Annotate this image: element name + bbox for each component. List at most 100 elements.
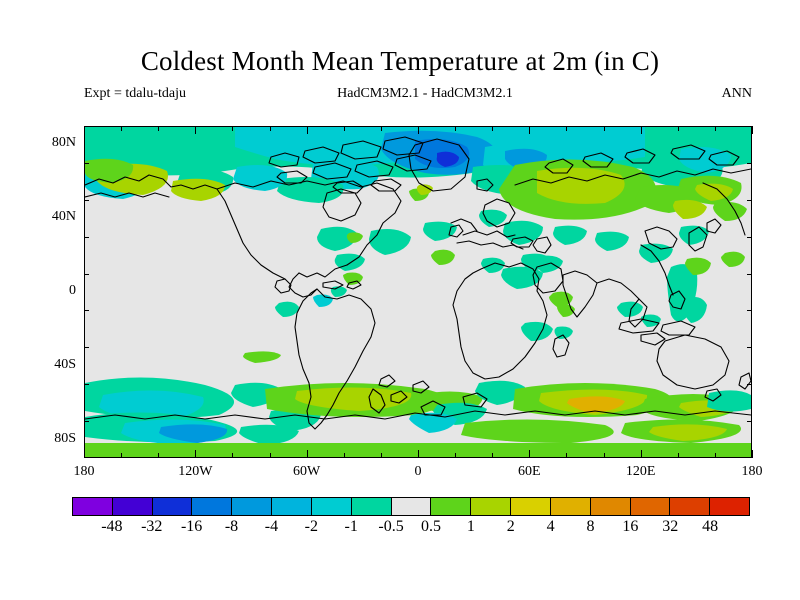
y-tick bbox=[84, 384, 89, 385]
x-tick bbox=[678, 453, 679, 458]
x-tick-top bbox=[566, 126, 567, 131]
colorbar-cell bbox=[391, 498, 432, 515]
x-tick-top bbox=[84, 126, 85, 134]
y-tick-right bbox=[747, 163, 752, 164]
model-label: HadCM3M2.1 - HadCM3M2.1 bbox=[337, 86, 513, 101]
x-tick-top bbox=[381, 126, 382, 131]
y-axis-label: 80N bbox=[51, 135, 76, 151]
x-tick bbox=[84, 450, 85, 458]
colorbar bbox=[72, 497, 750, 516]
x-tick bbox=[566, 453, 567, 458]
colorbar-cell bbox=[550, 498, 591, 515]
colorbar-cell bbox=[232, 498, 273, 515]
x-tick bbox=[492, 453, 493, 458]
x-tick bbox=[418, 450, 419, 458]
subtitle-row: Expt = tdalu-tdaju HadCM3M2.1 - HadCM3M2… bbox=[84, 86, 752, 104]
y-tick bbox=[84, 200, 89, 201]
y-tick-right bbox=[747, 200, 752, 201]
y-tick-right bbox=[747, 237, 752, 238]
y-axis-label: 40N bbox=[51, 209, 76, 225]
colorbar-tick-label: 4 bbox=[546, 518, 555, 535]
colorbar-tick-label: -48 bbox=[101, 518, 123, 535]
x-axis-label: 120E bbox=[625, 464, 656, 479]
colorbar-cell bbox=[630, 498, 671, 515]
colorbar-cell bbox=[272, 498, 312, 515]
colorbar-cell bbox=[511, 498, 551, 515]
x-tick bbox=[270, 453, 271, 458]
y-tick-right bbox=[747, 274, 752, 275]
x-tick bbox=[344, 453, 345, 458]
x-tick-top bbox=[604, 126, 605, 131]
y-tick bbox=[84, 163, 89, 164]
y-tick bbox=[84, 274, 89, 275]
x-tick-top bbox=[455, 126, 456, 131]
colorbar-cell bbox=[710, 498, 750, 515]
x-tick bbox=[307, 450, 308, 458]
colorbar-tick-label: 0.5 bbox=[420, 518, 441, 535]
colorbar-cell bbox=[351, 498, 392, 515]
y-tick-right bbox=[747, 421, 752, 422]
x-tick-top bbox=[529, 126, 530, 134]
x-tick-top bbox=[678, 126, 679, 131]
colorbar-tick-label: -0.5 bbox=[378, 518, 404, 535]
colorbar-tick-label: -8 bbox=[224, 518, 239, 535]
y-tick bbox=[84, 347, 89, 348]
colorbar-cell bbox=[471, 498, 512, 515]
x-tick-top bbox=[492, 126, 493, 131]
colorbar-tick-label: -4 bbox=[264, 518, 279, 535]
y-axis-label: 80S bbox=[54, 430, 76, 446]
colorbar-tick-label: 8 bbox=[586, 518, 595, 535]
x-axis-label: 0 bbox=[414, 464, 422, 479]
x-tick-top bbox=[752, 126, 753, 134]
colorbar-tick-label: -2 bbox=[304, 518, 318, 535]
colorbar-cell bbox=[590, 498, 631, 515]
colorbar-cell bbox=[73, 498, 113, 515]
x-tick bbox=[455, 453, 456, 458]
x-tick-top bbox=[232, 126, 233, 131]
x-tick bbox=[529, 450, 530, 458]
x-axis-label: 60E bbox=[518, 464, 541, 479]
x-axis-label: 180 bbox=[73, 464, 95, 479]
x-tick bbox=[158, 453, 159, 458]
x-tick bbox=[641, 450, 642, 458]
x-tick-top bbox=[158, 126, 159, 131]
x-tick bbox=[715, 453, 716, 458]
map-plot-area bbox=[84, 126, 752, 458]
coastlines bbox=[85, 136, 751, 430]
colorbar-cell bbox=[192, 498, 233, 515]
colorbar-tick-label: 1 bbox=[466, 518, 475, 535]
y-axis-label: 40S bbox=[54, 356, 76, 372]
colorbar-cell bbox=[152, 498, 193, 515]
x-tick bbox=[121, 453, 122, 458]
world-anomaly-map bbox=[85, 127, 751, 457]
colorbar-cell bbox=[431, 498, 472, 515]
x-tick-top bbox=[641, 126, 642, 134]
colorbar-tick-label: 32 bbox=[662, 518, 679, 535]
x-tick-top bbox=[121, 126, 122, 131]
x-tick-top bbox=[307, 126, 308, 134]
colorbar-tick-label: 16 bbox=[622, 518, 639, 535]
y-tick bbox=[84, 421, 89, 422]
x-tick-top bbox=[418, 126, 419, 134]
colorbar-tick-label: -1 bbox=[344, 518, 358, 535]
y-tick-right bbox=[747, 384, 752, 385]
colorbar-cell bbox=[670, 498, 711, 515]
y-tick bbox=[84, 237, 89, 238]
x-tick bbox=[195, 450, 196, 458]
x-axis-label: 120W bbox=[178, 464, 213, 479]
y-axis-label: 0 bbox=[69, 283, 76, 298]
colorbar-tick-label: -32 bbox=[141, 518, 163, 535]
x-axis-label: 60W bbox=[293, 464, 321, 479]
x-axis-label: 180 bbox=[741, 464, 763, 479]
x-tick-top bbox=[715, 126, 716, 131]
x-tick-top bbox=[195, 126, 196, 134]
y-tick-right bbox=[747, 310, 752, 311]
x-tick bbox=[381, 453, 382, 458]
period-label: ANN bbox=[721, 86, 752, 101]
experiment-label: Expt = tdalu-tdaju bbox=[84, 86, 186, 101]
colorbar-cell bbox=[112, 498, 153, 515]
x-tick-top bbox=[270, 126, 271, 131]
x-tick-top bbox=[344, 126, 345, 131]
colorbar-tick-label: 2 bbox=[506, 518, 515, 535]
